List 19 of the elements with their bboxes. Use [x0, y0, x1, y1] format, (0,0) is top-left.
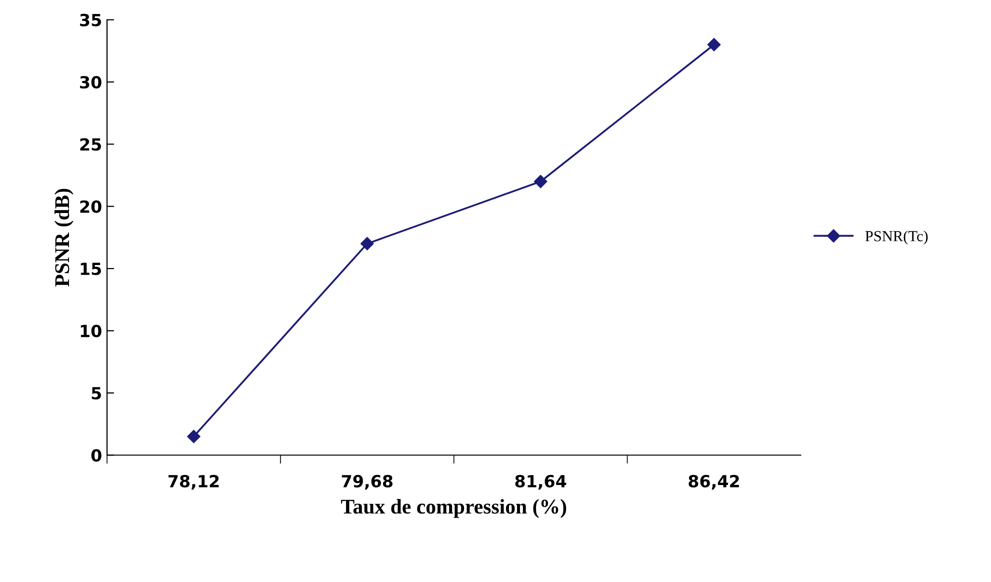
- x-tick-label: 86,42: [688, 474, 739, 490]
- x-tick-label: 78,12: [168, 474, 219, 490]
- point: [360, 237, 374, 250]
- y-tick-label: 30: [80, 76, 102, 89]
- y-tick-label: 0: [91, 449, 102, 462]
- y-tick-label: 5: [92, 387, 102, 400]
- point: [707, 38, 721, 52]
- x-axis-title: Taux de compression (%): [341, 499, 566, 518]
- y-tick-label: 25: [80, 138, 102, 151]
- point: [187, 430, 200, 444]
- y-tick-label: 10: [80, 324, 102, 338]
- y-tick-label: 20: [80, 200, 102, 213]
- y-tick-label: 35: [80, 14, 102, 26]
- x-tick-label: 81,64: [515, 474, 566, 490]
- point: [534, 174, 548, 188]
- x-tick-label: 79,68: [342, 474, 392, 490]
- y-tick-label: 15: [80, 262, 102, 276]
- legend-label: PSNR(Tc): [865, 230, 928, 244]
- y-axis-title: PSNR (dB): [54, 188, 74, 287]
